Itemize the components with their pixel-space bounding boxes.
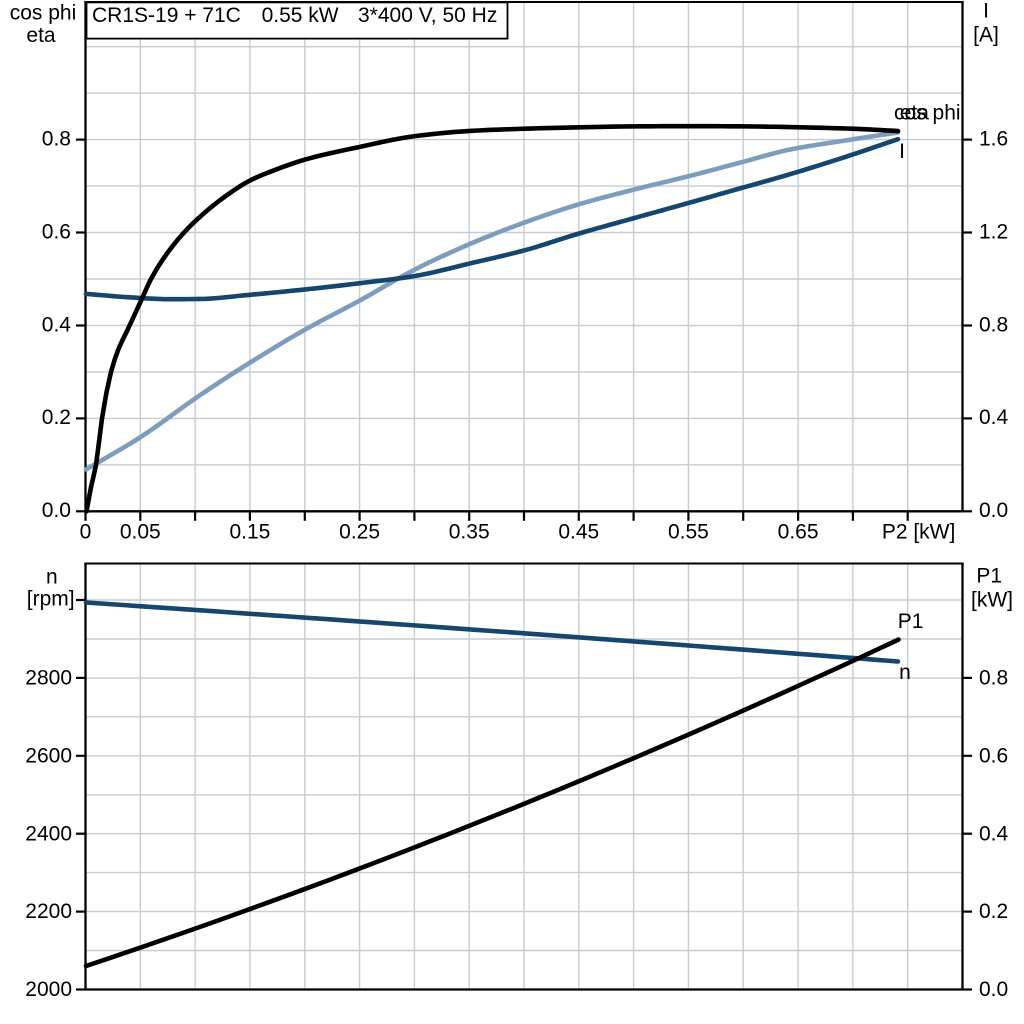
svg-text:0.0: 0.0 [979,978,1008,1001]
svg-text:0.2: 0.2 [42,406,71,429]
svg-text:0.25: 0.25 [339,521,380,544]
svg-text:[rpm]: [rpm] [27,588,75,611]
svg-text:2000: 2000 [25,978,72,1001]
svg-text:0.4: 0.4 [979,822,1009,845]
svg-text:0.55: 0.55 [668,521,709,544]
svg-text:0.8: 0.8 [42,127,71,150]
svg-text:1.6: 1.6 [979,127,1008,150]
svg-text:P1: P1 [898,610,924,633]
svg-text:0.8: 0.8 [979,313,1008,336]
svg-text:0.65: 0.65 [778,521,819,544]
svg-text:n: n [46,565,58,588]
svg-text:0.4: 0.4 [979,406,1009,429]
svg-text:0.15: 0.15 [229,521,270,544]
svg-text:0.6: 0.6 [42,220,71,243]
svg-text:0.2: 0.2 [979,900,1008,923]
svg-text:CR1S-19 + 71C: CR1S-19 + 71C [92,4,241,27]
svg-text:cos phi: cos phi [10,2,77,25]
svg-text:0.8: 0.8 [979,667,1008,690]
svg-text:0.05: 0.05 [120,521,161,544]
svg-text:2400: 2400 [25,822,72,845]
svg-text:1.2: 1.2 [979,220,1008,243]
svg-text:cos phi: cos phi [894,102,961,125]
svg-text:[kW]: [kW] [971,589,1013,612]
svg-text:0.4: 0.4 [42,313,72,336]
svg-text:0.45: 0.45 [558,521,599,544]
svg-text:I: I [899,140,905,163]
svg-text:0.6: 0.6 [979,744,1008,767]
svg-text:P2 [kW]: P2 [kW] [882,521,956,544]
svg-text:I: I [983,0,989,22]
svg-text:0.0: 0.0 [42,499,71,522]
svg-text:3*400 V, 50 Hz: 3*400 V, 50 Hz [358,4,497,27]
svg-text:n: n [899,661,911,684]
svg-text:2800: 2800 [25,667,72,690]
svg-text:0: 0 [80,521,92,544]
svg-text:[A]: [A] [973,24,999,47]
svg-text:eta: eta [26,24,56,47]
svg-text:0.0: 0.0 [979,499,1008,522]
svg-text:eta: eta [900,102,930,125]
svg-text:2200: 2200 [25,900,72,923]
svg-text:0.35: 0.35 [449,521,490,544]
svg-text:0.55 kW: 0.55 kW [262,4,339,27]
svg-text:2600: 2600 [25,744,72,767]
svg-text:P1: P1 [976,565,1002,588]
